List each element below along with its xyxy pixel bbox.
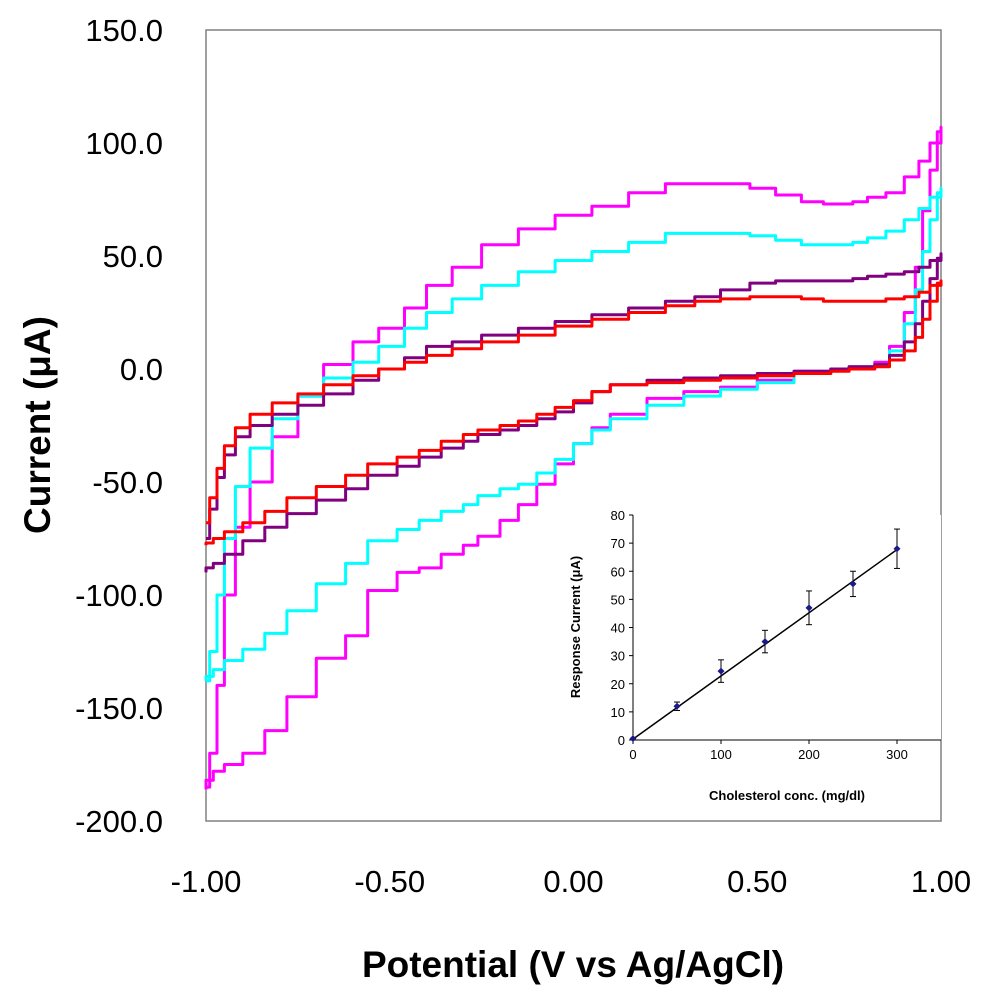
inset-marks bbox=[629, 528, 901, 743]
inset-x-tick-label: 0 bbox=[629, 747, 636, 762]
inset-data-point bbox=[893, 545, 901, 553]
inset-y-axis-title: Response Current (μA) bbox=[568, 556, 583, 698]
inset-data-point bbox=[805, 604, 813, 612]
main-y-tick-label: 150.0 bbox=[85, 13, 163, 48]
inset-x-tick-label: 200 bbox=[798, 747, 820, 762]
main-y-tick-label: 0.0 bbox=[120, 352, 163, 387]
inset-y-tick-label: 50 bbox=[611, 592, 625, 607]
inset-y-tick-label: 30 bbox=[611, 649, 625, 664]
cv-series-magenta bbox=[204, 125, 943, 790]
main-x-axis-title: Potential (V vs Ag/AgCl) bbox=[362, 944, 784, 985]
inset-data-point bbox=[629, 735, 637, 743]
inset-chart: 0 10 20 30 40 50 60 70 80 0 100 200 300 Cholesterol … bbox=[568, 508, 941, 803]
main-x-tick-label: -1.00 bbox=[171, 864, 242, 899]
main-y-tick-label: -50.0 bbox=[92, 465, 163, 500]
main-series-group bbox=[204, 125, 943, 790]
main-y-tick-label: 100.0 bbox=[85, 126, 163, 161]
main-x-tick-label: 0.00 bbox=[543, 864, 603, 899]
inset-x-tick-label: 300 bbox=[886, 747, 908, 762]
inset-data-point bbox=[717, 667, 725, 675]
inset-data-point bbox=[761, 638, 769, 646]
cv-series-purple bbox=[204, 252, 943, 573]
main-x-tick-label: 1.00 bbox=[911, 864, 971, 899]
inset-y-tick-label: 70 bbox=[611, 536, 625, 551]
main-y-tick-label: -200.0 bbox=[75, 804, 163, 839]
inset-data-point bbox=[673, 702, 681, 710]
inset-y-tick-label: 40 bbox=[611, 621, 625, 636]
inset-ticks: 0 10 20 30 40 50 60 70 80 0 100 200 300 bbox=[611, 508, 908, 762]
cv-series-red bbox=[204, 279, 943, 546]
inset-y-tick-label: 0 bbox=[618, 733, 625, 748]
inset-data-point bbox=[849, 580, 857, 588]
main-y-tick-labels: 150.0 100.0 50.0 0.0 -50.0 -100.0 -150.0 -200.0 bbox=[75, 13, 163, 839]
inset-y-tick-label: 20 bbox=[611, 677, 625, 692]
inset-y-tick-label: 80 bbox=[611, 508, 625, 523]
main-chart: 150.0 100.0 50.0 0.0 -50.0 -100.0 -150.0 -200.0… bbox=[17, 13, 971, 985]
main-y-tick-label: -100.0 bbox=[75, 578, 163, 613]
inset-y-tick-label: 10 bbox=[611, 705, 625, 720]
main-x-tick-labels: -1.00 -0.50 0.00 0.50 1.00 bbox=[171, 864, 972, 899]
main-y-axis-title: Current (μA) bbox=[17, 316, 58, 534]
main-x-tick-label: -0.50 bbox=[354, 864, 425, 899]
inset-y-tick-label: 60 bbox=[611, 564, 625, 579]
inset-x-tick-label: 100 bbox=[710, 747, 732, 762]
cv-series-cyan bbox=[204, 186, 943, 683]
main-x-tick-label: 0.50 bbox=[727, 864, 787, 899]
inset-x-axis-title: Cholesterol conc. (mg/dl) bbox=[709, 788, 865, 803]
main-y-tick-label: 50.0 bbox=[103, 239, 163, 274]
main-y-tick-label: -150.0 bbox=[75, 691, 163, 726]
